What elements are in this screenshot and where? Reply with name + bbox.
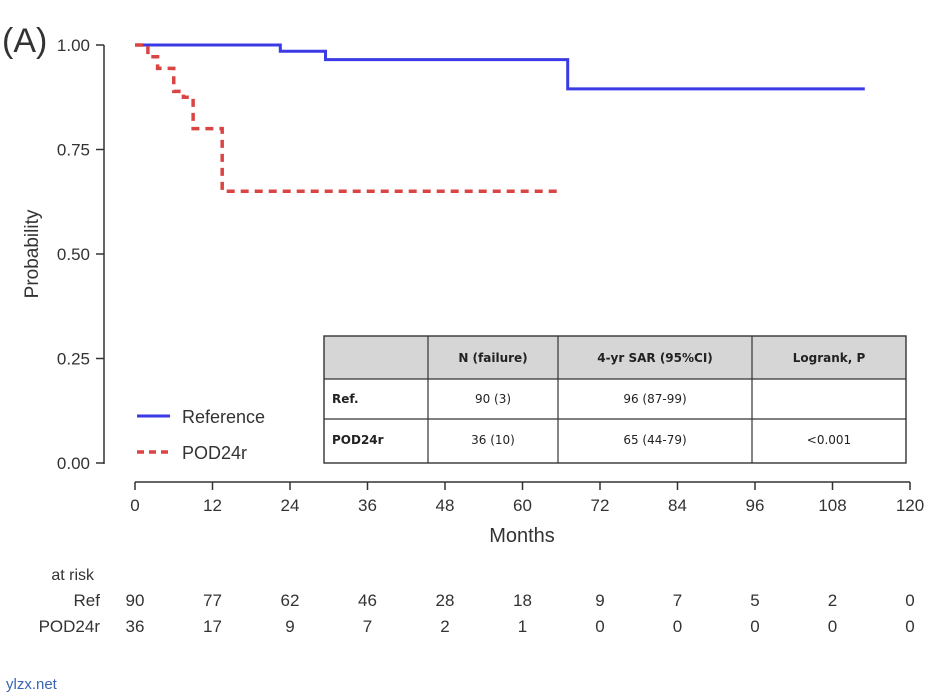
at-risk-title: at risk: [51, 567, 95, 584]
table-cell: 96 (87-99): [623, 392, 686, 406]
x-tick-label: 0: [130, 496, 139, 515]
watermark: ylzx.net: [6, 676, 57, 693]
x-tick-label: 120: [896, 496, 924, 515]
x-tick-label: 72: [591, 496, 610, 515]
at-risk-count: 0: [905, 591, 914, 610]
at-risk-row-label: POD24r: [39, 617, 101, 636]
table-border: [323, 335, 907, 464]
table-row-label-ref: Ref.: [332, 392, 359, 406]
table-header-sar: 4-yr SAR (95%CI): [597, 351, 713, 365]
y-ticks: 0.00 0.25 0.50 0.75 1.00: [57, 36, 104, 473]
at-risk-count: 28: [436, 591, 455, 610]
at-risk-count: 36: [126, 617, 145, 636]
at-risk-count: 7: [363, 617, 372, 636]
at-risk-count: 17: [203, 617, 222, 636]
at-risk-count: 0: [905, 617, 914, 636]
y-tick-label: 0.00: [57, 454, 90, 473]
x-tick-label: 108: [818, 496, 846, 515]
panel-label: (A): [2, 22, 47, 60]
at-risk-count: 9: [595, 591, 604, 610]
summary-table: N (failure) 4-yr SAR (95%CI) Logrank, P …: [323, 335, 907, 464]
table-header-bg: [324, 336, 906, 379]
table-row-label-pod24r: POD24r: [332, 433, 384, 447]
legend: Reference POD24r: [137, 407, 265, 463]
x-axis-label: Months: [489, 525, 555, 547]
y-tick-label: 0.75: [57, 141, 90, 160]
table-header-n-failure: N (failure): [458, 351, 527, 365]
legend-label-pod24r: POD24r: [182, 443, 247, 463]
at-risk-count: 62: [281, 591, 300, 610]
legend-label-reference: Reference: [182, 407, 265, 427]
table-cell: 90 (3): [475, 392, 511, 406]
at-risk-count: 5: [750, 591, 759, 610]
at-risk-count: 1: [518, 617, 527, 636]
x-ticks: 0 12 24 36 48 60 72 84 96 108 120: [130, 482, 924, 515]
at-risk-count: 0: [595, 617, 604, 636]
at-risk-count: 90: [126, 591, 145, 610]
survival-curves: [135, 43, 865, 194]
series-line-reference: [135, 43, 865, 91]
x-tick-label: 96: [746, 496, 765, 515]
at-risk-count: 2: [828, 591, 837, 610]
x-tick-label: 84: [668, 496, 687, 515]
y-tick-label: 0.25: [57, 350, 90, 369]
y-axis-label: Probability: [22, 209, 43, 298]
x-tick-label: 12: [203, 496, 222, 515]
at-risk-count: 18: [513, 591, 532, 610]
x-tick-label: 60: [513, 496, 532, 515]
at-risk-count: 46: [358, 591, 377, 610]
y-tick-label: 1.00: [57, 36, 90, 55]
table-header-logrank: Logrank, P: [793, 351, 866, 365]
x-tick-label: 48: [436, 496, 455, 515]
x-tick-label: 24: [281, 496, 300, 515]
at-risk-row-label: Ref: [74, 591, 101, 610]
x-tick-label: 36: [358, 496, 377, 515]
at-risk-count: 0: [750, 617, 759, 636]
at-risk-count: 2: [440, 617, 449, 636]
table-cell: 36 (10): [471, 433, 515, 447]
y-tick-label: 0.50: [57, 245, 90, 264]
at-risk-count: 9: [285, 617, 294, 636]
at-risk-count: 0: [673, 617, 682, 636]
series-line-pod24r: [135, 43, 562, 194]
at-risk-table: Ref 90 77 62 46 28 18 9 7 5 2 0 POD24r 36 17 9 7 2 1 0 0 0 0 0: [39, 591, 915, 636]
table-cell: 65 (44-79): [623, 433, 686, 447]
table-cell: <0.001: [807, 433, 851, 447]
at-risk-count: 77: [203, 591, 222, 610]
at-risk-count: 7: [673, 591, 682, 610]
at-risk-count: 0: [828, 617, 837, 636]
